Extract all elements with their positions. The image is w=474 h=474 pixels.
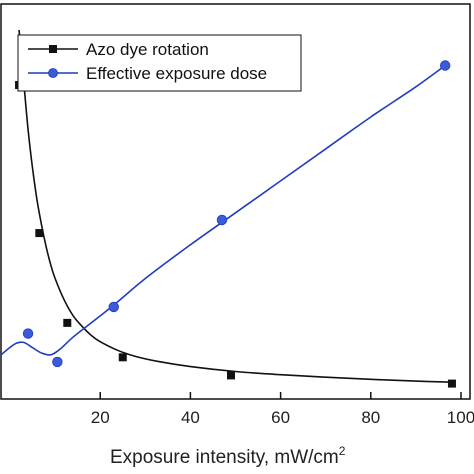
data-point-circle [22, 328, 34, 339]
legend: Azo dye rotation Effective exposure dose [17, 34, 302, 92]
data-point-square [447, 379, 456, 388]
x-axis-label-superscript: 2 [339, 444, 346, 458]
x-axis-ticks: 20 40 60 80 100 [91, 392, 474, 427]
fit-curves [0, 29, 452, 383]
x-tick-label: 40 [181, 408, 200, 427]
plot-frame [0, 3, 471, 400]
series-line-2 [0, 64, 446, 356]
x-tick-label: 100 [447, 408, 474, 427]
data-point-circle [52, 356, 63, 368]
legend-marker-azo [49, 45, 57, 53]
data-point-square [63, 318, 72, 327]
legend-label-azo: Azo dye rotation [86, 40, 209, 59]
data-point-square [226, 371, 235, 380]
legend-marker-dose [48, 68, 58, 78]
legend-label-dose: Effective exposure dose [86, 64, 267, 83]
data-point-circle [108, 301, 119, 313]
data-markers [15, 60, 456, 388]
x-tick-label: 80 [361, 408, 380, 427]
series-line-1 [18, 29, 452, 383]
x-tick-label: 60 [271, 408, 290, 427]
x-axis-label-text: Exposure intensity, mW/cm [110, 447, 339, 468]
x-axis-label: Exposure intensity, mW/cm2 [110, 444, 346, 468]
data-point-square [35, 229, 44, 238]
legend-box [17, 34, 302, 92]
data-point-circle [216, 214, 228, 226]
data-point-square [118, 353, 127, 362]
data-point-circle [439, 60, 451, 71]
x-tick-label: 20 [91, 408, 110, 427]
